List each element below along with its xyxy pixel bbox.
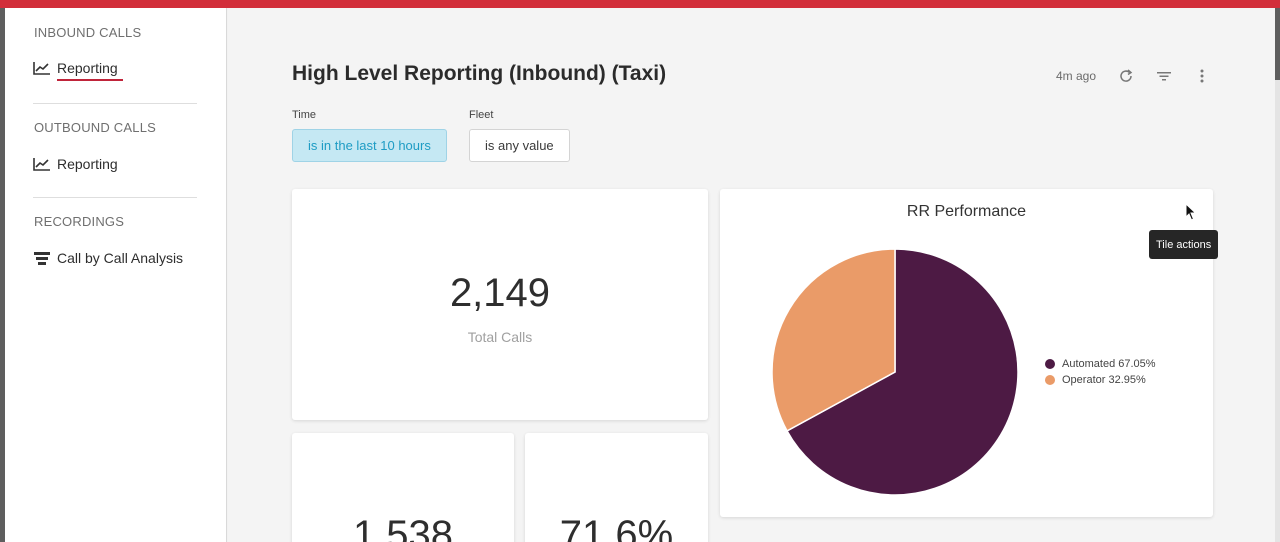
sidebar-item-outbound-reporting[interactable]: Reporting (33, 156, 118, 172)
stack-icon (33, 251, 51, 265)
filter-label-fleet: Fleet (469, 109, 494, 121)
legend-swatch (1045, 359, 1055, 369)
section-title-recordings: RECORDINGS (34, 214, 125, 229)
legend-swatch (1045, 375, 1055, 385)
sidebar-item-label: Reporting (57, 156, 118, 172)
sidebar-divider (33, 103, 197, 104)
filter-icon[interactable] (1156, 68, 1172, 84)
sidebar: INBOUND CALLS Reporting OUTBOUND CALLS R… (5, 8, 227, 542)
legend-item-operator: Operator 32.95% (1045, 372, 1156, 388)
scrollbar-track[interactable] (1275, 80, 1280, 542)
kpi-tile: 71.6% (525, 433, 708, 542)
mouse-pointer-icon (1185, 203, 1197, 221)
rr-performance-tile: RR Performance Automated 67.05% Operator… (720, 189, 1213, 517)
refresh-icon[interactable] (1118, 68, 1134, 84)
filter-time-chip[interactable]: is in the last 10 hours (292, 129, 447, 162)
window-left-edge (0, 8, 5, 542)
kpi-tile: 1,538 (292, 433, 514, 542)
sidebar-item-call-by-call-analysis[interactable]: Call by Call Analysis (33, 250, 183, 266)
total-calls-tile: 2,149 Total Calls (292, 189, 708, 420)
kpi-value: 1,538 (352, 513, 454, 542)
sidebar-item-label: Call by Call Analysis (57, 250, 184, 266)
dashboard-main: High Level Reporting (Inbound) (Taxi) 4m… (228, 8, 1275, 542)
header-actions: 4m ago (1056, 68, 1210, 84)
kpi-value: 71.6% (559, 513, 674, 542)
chart-line-icon (33, 61, 51, 75)
pie-chart (771, 248, 1019, 496)
filter-fleet-chip[interactable]: is any value (469, 129, 570, 162)
pie-legend: Automated 67.05% Operator 32.95% (1045, 356, 1156, 388)
section-title-inbound-calls: INBOUND CALLS (34, 25, 142, 40)
pie-slice-automated[interactable] (786, 248, 1019, 496)
sidebar-item-inbound-reporting[interactable]: Reporting (33, 60, 118, 76)
last-updated: 4m ago (1056, 69, 1097, 83)
scrollbar-thumb[interactable] (1275, 8, 1280, 80)
pie-slice-operator[interactable] (771, 248, 896, 432)
chart-line-icon (33, 157, 51, 171)
active-indicator (57, 79, 123, 81)
top-accent-bar (0, 0, 1280, 8)
pie-chart-title: RR Performance (906, 203, 1027, 220)
legend-label: Operator 32.95% (1062, 374, 1146, 386)
total-calls-value: 2,149 (449, 271, 551, 315)
page-title: High Level Reporting (Inbound) (Taxi) (292, 62, 667, 85)
legend-label: Automated 67.05% (1062, 358, 1156, 370)
filter-label-time: Time (292, 109, 317, 121)
sidebar-divider (33, 197, 197, 198)
total-calls-label: Total Calls (467, 329, 533, 345)
legend-item-automated: Automated 67.05% (1045, 356, 1156, 372)
section-title-outbound-calls: OUTBOUND CALLS (34, 120, 156, 135)
tile-actions-tooltip: Tile actions (1149, 230, 1219, 259)
more-vert-icon[interactable] (1194, 68, 1210, 84)
sidebar-item-label: Reporting (57, 60, 118, 76)
